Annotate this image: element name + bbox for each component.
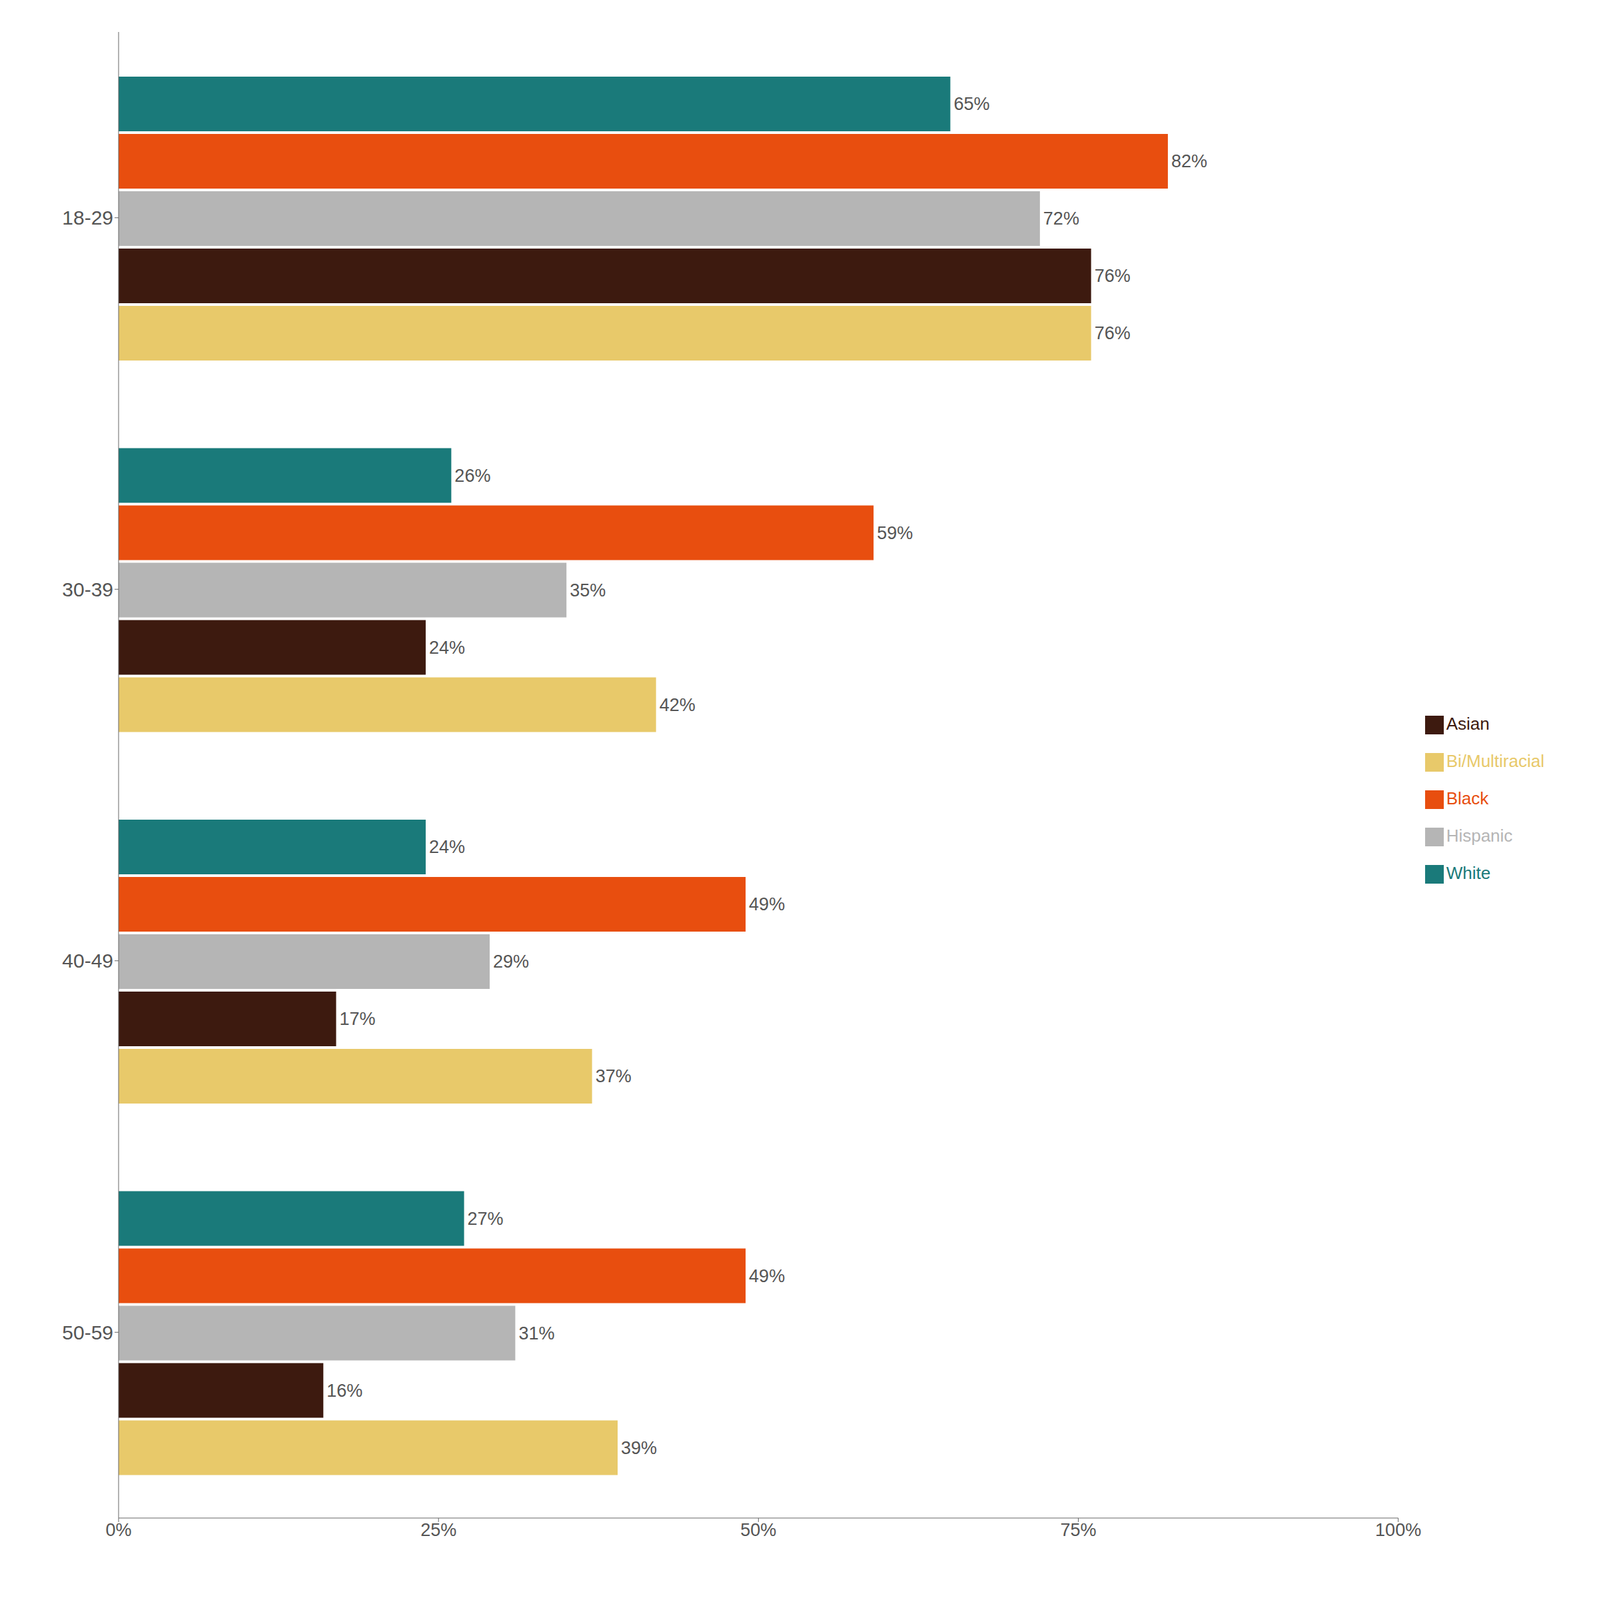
svg-text:30-39: 30-39 — [61, 578, 114, 601]
html-text:Bi/Multiracial: Bi/Multiracial — [1446, 750, 1545, 771]
svg-text:29%: 29% — [493, 951, 530, 972]
svg-text:76%: 76% — [1094, 323, 1131, 344]
svg-text:76%: 76% — [1094, 265, 1131, 286]
svg-text:39%: 39% — [620, 1437, 657, 1458]
svg-text:50%: 50% — [740, 1519, 777, 1540]
svg-text:35%: 35% — [569, 580, 606, 601]
svg-text:26%: 26% — [454, 465, 491, 486]
svg-text:82%: 82% — [1171, 151, 1208, 172]
html-text:White: White — [1446, 862, 1491, 883]
svg-text:49%: 49% — [748, 894, 785, 915]
svg-text:24%: 24% — [429, 836, 466, 857]
svg-text:31%: 31% — [518, 1323, 555, 1344]
svg-text:100%: 100% — [1375, 1519, 1422, 1540]
html-text:Black: Black — [1446, 788, 1489, 809]
svg-text:49%: 49% — [748, 1265, 785, 1286]
svg-text:40-49: 40-49 — [61, 949, 114, 972]
svg-text:50-59: 50-59 — [61, 1321, 114, 1344]
svg-text:65%: 65% — [953, 93, 990, 114]
svg-text:42%: 42% — [659, 694, 696, 715]
svg-text:18-29: 18-29 — [61, 206, 114, 229]
svg-text:75%: 75% — [1060, 1519, 1096, 1540]
svg-text:16%: 16% — [326, 1380, 363, 1401]
svg-text:59%: 59% — [876, 523, 913, 543]
svg-text:27%: 27% — [467, 1208, 504, 1229]
svg-text:72%: 72% — [1043, 208, 1080, 229]
svg-text:24%: 24% — [429, 637, 466, 658]
svg-text:25%: 25% — [420, 1519, 457, 1540]
svg-text:17%: 17% — [339, 1008, 376, 1029]
html-text:Hispanic: Hispanic — [1446, 825, 1513, 846]
svg-text:37%: 37% — [595, 1066, 632, 1086]
html-text:Asian: Asian — [1446, 713, 1490, 734]
svg-text:0%: 0% — [105, 1519, 132, 1540]
